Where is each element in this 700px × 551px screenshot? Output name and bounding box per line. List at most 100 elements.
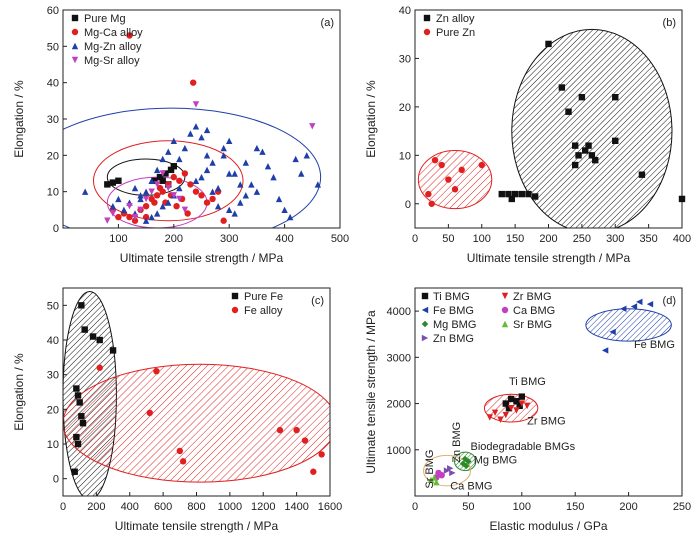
data-point: [153, 166, 161, 174]
x-tick-label: 200: [165, 233, 183, 245]
legend-marker: [501, 306, 509, 314]
data-point: [298, 170, 305, 177]
y-tick-label: 10: [47, 187, 59, 199]
data-point: [226, 206, 233, 214]
data-point: [433, 478, 440, 486]
data-point: [156, 184, 164, 192]
region-ellipse: [585, 308, 672, 342]
data-point: [612, 137, 619, 144]
data-point: [170, 163, 177, 170]
data-point: [502, 411, 509, 419]
data-point: [507, 395, 515, 403]
data-point: [203, 126, 211, 134]
data-point: [478, 161, 485, 169]
data-point: [148, 188, 155, 195]
data-point: [242, 192, 250, 199]
data-point: [198, 133, 205, 141]
data-point: [281, 206, 288, 214]
y-tick-label: 10: [47, 439, 59, 451]
data-point: [109, 203, 117, 210]
data-point: [176, 195, 183, 203]
data-point: [203, 199, 211, 206]
data-point: [443, 467, 451, 474]
region-ellipse: [417, 149, 493, 210]
y-tick-label: 0: [53, 474, 59, 486]
data-point: [588, 152, 596, 159]
data-point: [159, 203, 166, 210]
annotation-label: Sr BMG: [424, 449, 436, 488]
x-tick-label: 300: [606, 233, 624, 245]
data-point: [545, 40, 552, 48]
data-point: [167, 166, 175, 174]
data-point: [78, 302, 85, 309]
data-point: [151, 177, 158, 184]
annotation-label: Biodegradable BMGs: [471, 441, 576, 453]
y-tick-label: 2000: [387, 399, 411, 411]
data-point: [523, 402, 531, 410]
series-5: [427, 474, 440, 486]
data-point: [293, 426, 300, 434]
data-point: [89, 333, 97, 340]
y-axis-label: Elongation / %: [12, 80, 26, 158]
data-point: [209, 188, 216, 195]
x-tick-label: 150: [506, 233, 524, 245]
y-tick-label: 60: [47, 5, 59, 17]
data-point: [184, 210, 191, 217]
data-point: [142, 195, 150, 203]
y-tick-label: 40: [399, 5, 411, 17]
data-point: [181, 144, 189, 152]
data-point: [96, 364, 103, 371]
series-2: [81, 123, 322, 224]
data-point: [505, 404, 513, 412]
y-tick-label: 0: [53, 223, 59, 235]
data-point: [463, 462, 470, 470]
legend-label: Zr BMG: [513, 291, 552, 303]
data-point: [142, 213, 150, 221]
data-point: [309, 123, 316, 130]
data-point: [115, 213, 122, 221]
data-point: [431, 474, 438, 481]
data-point: [578, 94, 586, 101]
panel-0: 100 200 300 400 500 0 10 20 30 40 50 60 Ultimate ten…: [12, 5, 349, 265]
legend-marker: [501, 320, 509, 328]
annotation-label: Zr BMG: [527, 415, 566, 427]
data-point: [518, 400, 525, 407]
legend-marker: [71, 14, 79, 22]
data-point: [428, 200, 435, 207]
data-point: [176, 447, 184, 455]
data-point: [131, 184, 139, 192]
y-tick-label: 30: [47, 370, 59, 382]
y-tick-label: 20: [399, 102, 411, 114]
data-point: [638, 171, 646, 178]
data-point: [253, 188, 261, 195]
legend-marker: [423, 14, 431, 22]
x-tick-label: 50: [462, 501, 474, 513]
data-point: [502, 400, 509, 407]
regions-1: [417, 28, 673, 228]
annotation-label: Ca BMG: [450, 481, 492, 493]
data-point: [513, 398, 520, 405]
x-tick-label: 200: [539, 233, 557, 245]
data-point: [165, 148, 172, 155]
data-point: [142, 203, 150, 210]
data-point: [79, 420, 87, 427]
legend-marker: [71, 56, 79, 64]
annotation-label: Fe BMG: [634, 339, 675, 351]
data-point: [109, 347, 117, 354]
data-point: [507, 404, 515, 412]
data-point: [565, 108, 572, 115]
data-point: [646, 300, 654, 308]
x-tick-label: 0: [60, 501, 66, 513]
legend-label: Pure Mg: [84, 13, 126, 25]
data-point: [181, 206, 189, 214]
data-point: [491, 409, 499, 416]
x-tick-label: 350: [639, 233, 657, 245]
series-0: [71, 302, 117, 475]
data-point: [220, 217, 227, 224]
data-point: [181, 170, 189, 177]
data-point: [137, 192, 144, 199]
panel-3: 0 50 100 150 200 250 1000 2000 3000 4000 Elastic m…: [364, 287, 691, 533]
data-point: [248, 181, 255, 188]
data-point: [582, 147, 589, 154]
data-point: [74, 392, 82, 399]
